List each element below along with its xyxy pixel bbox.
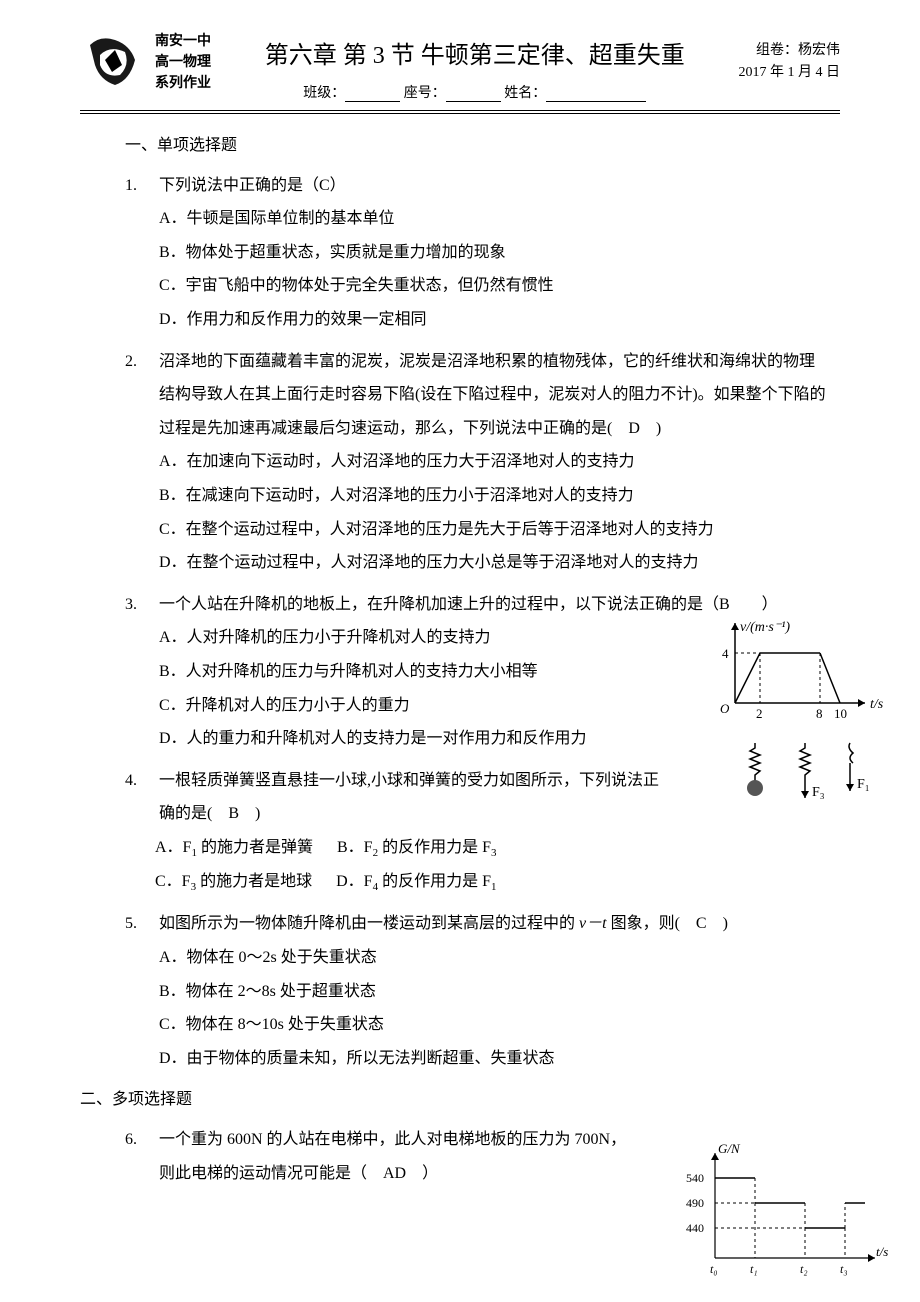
- vt-x-tick-10: 10: [834, 706, 847, 721]
- vt-y-label: v/(m·s⁻¹): [740, 620, 790, 635]
- gn-graph-icon: G/N t/s 540 490 440 t₀ t₁ t₂ t₃: [680, 1138, 890, 1288]
- q6-body: 一个重为 600N 的人站在电梯中，此人对电梯地板的压力为 700N，则此电梯的…: [159, 1123, 634, 1190]
- question-5: 5. 如图所示为一物体随升降机由一楼运动到某高层的过程中的 v－t 图象，则( …: [125, 907, 830, 1075]
- gn-x-label: t/s: [876, 1244, 888, 1259]
- q5-number: 5.: [125, 907, 155, 941]
- q1-options: A．牛顿是国际单位制的基本单位 B．物体处于超重状态，实质就是重力增加的现象 C…: [159, 202, 829, 336]
- gn-y-label: G/N: [718, 1141, 741, 1156]
- q6-stem: 一个重为 600N 的人站在电梯中，此人对电梯地板的压力为 700N，则此电梯的…: [159, 1131, 626, 1182]
- q4-options: A．F1 的施力者是弹簧 B．F2 的反作用力是 F3 C．F3 的施力者是地球…: [125, 831, 830, 900]
- q4-option-c: C．F3 的施力者是地球: [155, 873, 312, 890]
- q1-body: 下列说法中正确的是（C） A．牛顿是国际单位制的基本单位 B．物体处于超重状态，…: [159, 169, 829, 337]
- q5-option-b: B．物体在 2～8s 处于超重状态: [159, 975, 829, 1009]
- q2-option-b: B．在减速向下运动时，人对沼泽地的压力小于沼泽地对人的支持力: [159, 479, 829, 513]
- q2-option-d: D．在整个运动过程中，人对沼泽地的压力大小总是等于沼泽地对人的支持力: [159, 546, 829, 580]
- student-info-line: 班级： 座号： 姓名：: [211, 82, 739, 102]
- question-2: 2. 沼泽地的下面蕴藏着丰富的泥炭，泥炭是沼泽地积累的植物残体，它的纤维状和海绵…: [125, 345, 830, 580]
- vt-x-tick-2: 2: [756, 706, 763, 721]
- vt-x-label: t/s: [870, 697, 884, 712]
- q4-option-d: D．F4 的反作用力是 F1: [336, 873, 496, 890]
- page-title: 第六章 第 3 节 牛顿第三定律、超重失重: [211, 35, 739, 70]
- title-area: 第六章 第 3 节 牛顿第三定律、超重失重 班级： 座号： 姓名：: [211, 30, 739, 102]
- school-logo-icon: [80, 30, 150, 95]
- class-blank: [345, 86, 400, 102]
- q2-number: 2.: [125, 345, 155, 379]
- name-label: 姓名：: [504, 86, 546, 101]
- q2-body: 沼泽地的下面蕴藏着丰富的泥炭，泥炭是沼泽地积累的植物残体，它的纤维状和海绵状的物…: [159, 345, 829, 580]
- q5-option-c: C．物体在 8～10s 处于失重状态: [159, 1008, 829, 1042]
- q2-option-a: A．在加速向下运动时，人对沼泽地的压力大于沼泽地对人的支持力: [159, 445, 829, 479]
- question-1: 1. 下列说法中正确的是（C） A．牛顿是国际单位制的基本单位 B．物体处于超重…: [125, 169, 830, 337]
- q1-option-b: B．物体处于超重状态，实质就是重力增加的现象: [159, 236, 829, 270]
- gn-y-440: 440: [686, 1221, 704, 1235]
- gn-x-t1: t₁: [750, 1262, 758, 1276]
- series-label: 系列作业: [155, 73, 211, 94]
- class-label: 班级：: [303, 86, 345, 101]
- q5-option-d: D．由于物体的质量未知，所以无法判断超重、失重状态: [159, 1042, 829, 1076]
- q5-options: A．物体在 0～2s 处于失重状态 B．物体在 2～8s 处于超重状态 C．物体…: [159, 941, 829, 1075]
- q3-stem: 一个人站在升降机的地板上，在升降机加速上升的过程中，以下说法正确的是（B ）: [159, 596, 778, 613]
- gn-y-490: 490: [686, 1196, 704, 1210]
- section-1-title: 一、单项选择题: [125, 129, 830, 163]
- q4-number: 4.: [125, 764, 155, 798]
- q2-stem: 沼泽地的下面蕴藏着丰富的泥炭，泥炭是沼泽地积累的植物残体，它的纤维状和海绵状的物…: [159, 353, 826, 437]
- q2-option-c: C．在整个运动过程中，人对沼泽地的压力是先大于后等于沼泽地对人的支持力: [159, 513, 829, 547]
- q1-stem: 下列说法中正确的是（C）: [159, 177, 346, 194]
- header-divider: [80, 110, 840, 114]
- school-info: 南安一中 高一物理 系列作业: [155, 31, 211, 94]
- q1-option-c: C．宇宙飞船中的物体处于完全失重状态，但仍然有惯性: [159, 269, 829, 303]
- logo-area: 南安一中 高一物理 系列作业: [80, 30, 211, 95]
- q6-number: 6.: [125, 1123, 155, 1157]
- question-6: 6. 一个重为 600N 的人站在电梯中，此人对电梯地板的压力为 700N，则此…: [125, 1123, 830, 1190]
- q2-options: A．在加速向下运动时，人对沼泽地的压力大于沼泽地对人的支持力 B．在减速向下运动…: [159, 445, 829, 579]
- force-f1-label: F₁: [857, 777, 870, 792]
- school-name: 南安一中: [155, 31, 211, 52]
- grade-label: 高一物理: [155, 52, 211, 73]
- vt-x-tick-8: 8: [816, 706, 823, 721]
- name-blank: [546, 86, 646, 102]
- gn-x-t2: t₂: [800, 1262, 808, 1276]
- q5-option-a: A．物体在 0～2s 处于失重状态: [159, 941, 829, 975]
- q4-option-b: B．F2 的反作用力是 F3: [337, 839, 496, 856]
- question-4: 4. 一根轻质弹簧竖直悬挂一小球,小球和弹簧的受力如图所示，下列说法正确的是( …: [125, 764, 830, 900]
- gn-x-t3: t₃: [840, 1262, 848, 1276]
- q4-option-a: A．F1 的施力者是弹簧: [155, 839, 313, 856]
- vt-y-tick: 4: [722, 646, 729, 661]
- q5-body: 如图所示为一物体随升降机由一楼运动到某高层的过程中的 v－t 图象，则( C )…: [159, 907, 829, 1075]
- gn-x-t0: t₀: [710, 1262, 718, 1276]
- seat-blank: [446, 86, 501, 102]
- seat-label: 座号：: [404, 86, 446, 101]
- q1-option-a: A．牛顿是国际单位制的基本单位: [159, 202, 829, 236]
- meta-info: 组卷：杨宏伟 2017 年 1 月 4 日: [739, 30, 841, 85]
- question-3: 3. 一个人站在升降机的地板上，在升降机加速上升的过程中，以下说法正确的是（B …: [125, 588, 830, 756]
- q4-stem: 一根轻质弹簧竖直悬挂一小球,小球和弹簧的受力如图所示，下列说法正确的是( B ): [159, 772, 659, 823]
- q1-option-d: D．作用力和反作用力的效果一定相同: [159, 303, 829, 337]
- q5-stem: 如图所示为一物体随升降机由一楼运动到某高层的过程中的 v－t 图象，则( C ): [159, 915, 728, 932]
- svg-text:O: O: [720, 701, 730, 716]
- section-2-title: 二、多项选择题: [80, 1083, 830, 1117]
- q4-body: 一根轻质弹簧竖直悬挂一小球,小球和弹簧的受力如图所示，下列说法正确的是( B ): [159, 764, 664, 831]
- q3-number: 3.: [125, 588, 155, 622]
- author-label: 组卷：杨宏伟: [739, 40, 841, 62]
- date-label: 2017 年 1 月 4 日: [739, 62, 841, 84]
- q1-number: 1.: [125, 169, 155, 203]
- gn-y-540: 540: [686, 1171, 704, 1185]
- content-area: 一、单项选择题 1. 下列说法中正确的是（C） A．牛顿是国际单位制的基本单位 …: [80, 129, 840, 1190]
- page-header: 南安一中 高一物理 系列作业 第六章 第 3 节 牛顿第三定律、超重失重 班级：…: [80, 30, 840, 102]
